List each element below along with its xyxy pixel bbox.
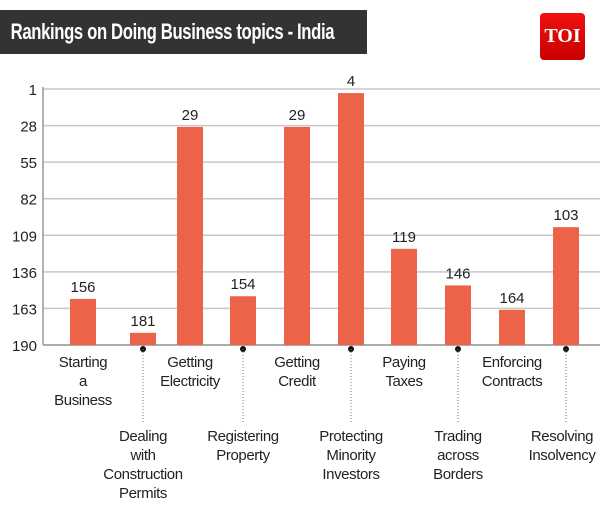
data-label: 4 — [347, 73, 355, 90]
x-category-label: a — [79, 373, 88, 390]
data-label: 156 — [70, 279, 95, 296]
bar — [553, 227, 579, 345]
x-category-label: Business — [54, 392, 112, 409]
x-category-label: Protecting — [319, 428, 383, 445]
data-label: 29 — [289, 107, 306, 124]
bar — [70, 298, 96, 345]
bar — [177, 126, 203, 345]
x-category-label: Investors — [322, 466, 379, 483]
x-category-label: Borders — [433, 466, 483, 483]
y-tick-label: 82 — [20, 192, 37, 209]
y-tick-label: 1 — [29, 82, 37, 99]
bar — [284, 126, 310, 345]
toi-logo: TOI — [540, 13, 585, 60]
data-label: 164 — [499, 290, 524, 307]
y-tick-label: 109 — [12, 228, 37, 245]
bar — [499, 309, 525, 345]
x-category-label: Enforcing — [482, 354, 542, 371]
x-category-label: Getting — [274, 354, 320, 371]
chart-title-bar: Rankings on Doing Business topics - Indi… — [0, 10, 367, 54]
x-category-label: Insolvency — [529, 447, 597, 464]
data-label: 154 — [230, 276, 255, 293]
data-label: 181 — [130, 313, 155, 330]
data-label: 119 — [392, 229, 416, 246]
x-category-label: Property — [216, 447, 270, 464]
x-category-label: Registering — [207, 428, 279, 445]
x-category-label: Resolving — [531, 428, 593, 445]
bar — [130, 332, 156, 345]
x-category-label: Electricity — [160, 373, 221, 390]
x-category-label: Contracts — [482, 373, 543, 390]
x-category-label: Starting — [59, 354, 108, 371]
chart-title: Rankings on Doing Business topics - Indi… — [10, 19, 335, 44]
data-label: 29 — [182, 107, 199, 124]
x-category-label: Paying — [382, 354, 426, 371]
x-category-label: with — [129, 447, 155, 464]
x-category-label: Construction — [103, 466, 182, 483]
bar — [338, 93, 364, 345]
y-tick-label: 55 — [20, 155, 37, 172]
x-category-label: across — [437, 447, 479, 464]
y-tick-label: 136 — [12, 265, 37, 282]
x-category-label: Permits — [119, 485, 167, 502]
bar — [391, 248, 417, 345]
data-label: 146 — [445, 265, 470, 282]
x-category-label: Dealing — [119, 428, 167, 445]
x-category-label: Credit — [278, 373, 317, 390]
bar — [230, 296, 256, 345]
x-category-label: Minority — [326, 447, 376, 464]
x-category-label: Trading — [434, 428, 482, 445]
y-tick-label: 190 — [12, 338, 37, 355]
x-category-label: Taxes — [385, 373, 422, 390]
y-tick-label: 28 — [20, 119, 37, 136]
data-label: 103 — [553, 207, 578, 224]
bar — [445, 285, 471, 345]
x-category-label: Getting — [167, 354, 213, 371]
y-tick-label: 163 — [12, 301, 37, 318]
